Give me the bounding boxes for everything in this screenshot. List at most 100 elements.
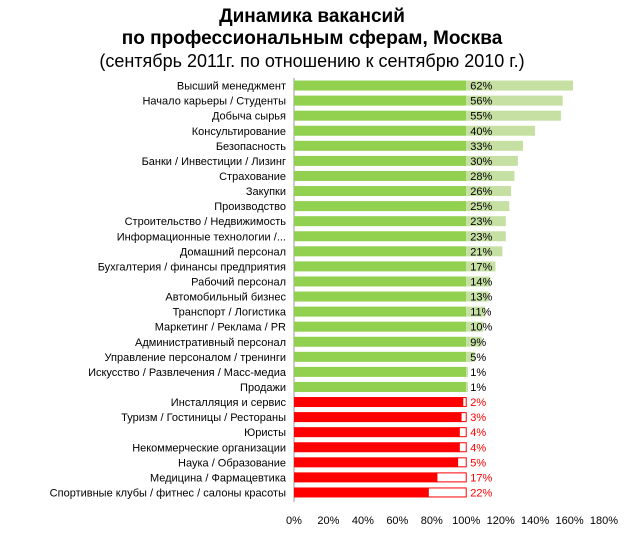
category-label: Спортивные клубы / фитнес / салоны красо… xyxy=(50,487,286,499)
bar-base xyxy=(294,125,467,136)
category-label: Юристы xyxy=(244,427,286,439)
bar-decrease xyxy=(458,442,467,453)
bar-base xyxy=(294,442,460,453)
category-label: Производство xyxy=(214,201,286,213)
category-label: Туризм / Гостиницы / Рестораны xyxy=(121,412,286,424)
bar-increase xyxy=(466,351,475,362)
bar-increase xyxy=(466,246,503,257)
data-label: 30% xyxy=(470,156,492,168)
bar-base xyxy=(294,457,458,468)
bar-increase xyxy=(466,291,489,302)
bar-base xyxy=(294,427,460,438)
bar-decrease xyxy=(462,397,467,408)
data-label: 21% xyxy=(470,246,492,258)
bar-base xyxy=(294,366,467,377)
category-label: Рабочий персонал xyxy=(191,276,286,288)
data-label: 17% xyxy=(470,472,492,484)
category-label: Инсталляция и сервис xyxy=(171,397,287,409)
category-label: Продажи xyxy=(240,382,286,394)
data-label: 17% xyxy=(470,261,492,273)
bar-base xyxy=(294,155,467,166)
data-label: 1% xyxy=(470,367,486,379)
data-label: 5% xyxy=(470,352,486,364)
data-label: 11% xyxy=(470,307,491,319)
x-tick-label: 20% xyxy=(317,515,339,527)
category-label: Некоммерческие организации xyxy=(132,442,286,454)
data-label: 1% xyxy=(470,382,486,394)
category-label: Строительство / Недвижимость xyxy=(125,216,287,228)
bar-base xyxy=(294,246,467,257)
bar-base xyxy=(294,201,467,212)
bar-increase xyxy=(466,170,515,181)
bar-base xyxy=(294,170,467,181)
bar-base xyxy=(294,140,467,151)
x-tick-label: 160% xyxy=(555,515,583,527)
bar-base xyxy=(294,306,467,317)
data-label: 14% xyxy=(470,276,492,288)
bar-base xyxy=(294,487,429,498)
category-label: Начало карьеры / Студенты xyxy=(142,96,286,108)
bar-increase xyxy=(466,366,468,377)
category-label: Искусство / Развлечения / Масс-медиа xyxy=(88,367,287,379)
bar-increase xyxy=(466,186,511,197)
bar-increase xyxy=(466,125,536,136)
bar-increase xyxy=(466,201,510,212)
bar-base xyxy=(294,261,467,272)
bar-decrease xyxy=(427,487,467,498)
data-label: 2% xyxy=(470,397,486,409)
data-label: 4% xyxy=(470,442,486,454)
bar-increase xyxy=(466,276,491,287)
category-label: Медицина / Фармацевтика xyxy=(150,472,287,484)
x-tick-label: 0% xyxy=(286,515,302,527)
category-label: Домашний персонал xyxy=(180,246,286,258)
bar-base xyxy=(294,186,467,197)
x-tick-label: 180% xyxy=(590,515,618,527)
data-label: 56% xyxy=(470,96,492,108)
bar-base xyxy=(294,397,463,408)
category-label: Автомобильный бизнес xyxy=(165,292,286,304)
bar-increase xyxy=(466,95,563,106)
data-label: 23% xyxy=(470,216,492,228)
data-label: 62% xyxy=(470,81,492,93)
bar-increase xyxy=(466,261,496,272)
x-tick-label: 140% xyxy=(521,515,549,527)
bar-increase xyxy=(466,80,573,91)
bar-base xyxy=(294,412,462,423)
category-label: Управление персоналом / тренинги xyxy=(105,352,286,364)
bar-increase xyxy=(466,306,486,317)
bar-increase xyxy=(466,231,506,242)
x-tick-label: 60% xyxy=(386,515,408,527)
data-label: 9% xyxy=(470,337,486,349)
data-label: 33% xyxy=(470,141,492,153)
bar-increase xyxy=(466,336,482,347)
data-label: 26% xyxy=(470,186,492,198)
category-label: Наука / Образование xyxy=(178,457,286,469)
category-label: Высший менеджмент xyxy=(177,81,286,93)
bar-base xyxy=(294,351,467,362)
bar-increase xyxy=(466,321,484,332)
x-tick-label: 120% xyxy=(487,515,515,527)
x-tick-label: 40% xyxy=(352,515,374,527)
bar-decrease xyxy=(436,472,467,483)
category-label: Маркетинг / Реклама / PR xyxy=(155,322,286,334)
bar-base xyxy=(294,321,467,332)
bar-increase xyxy=(466,110,561,121)
data-label: 13% xyxy=(470,292,492,304)
bar-base xyxy=(294,80,467,91)
bar-base xyxy=(294,381,467,392)
bar-decrease xyxy=(460,412,467,423)
data-label: 5% xyxy=(470,457,486,469)
chart-subtitle: (сентябрь 2011г. по отношению к сентябрю… xyxy=(99,51,525,71)
data-label: 22% xyxy=(470,487,492,499)
bar-decrease xyxy=(458,427,467,438)
data-label: 4% xyxy=(470,427,486,439)
chart-title-line-1: Динамика вакансий xyxy=(219,6,405,27)
chart-title-line-2: по профессиональным сферам, Москва xyxy=(121,28,503,49)
data-label: 28% xyxy=(470,171,492,183)
data-label: 55% xyxy=(470,111,492,123)
chart-title-block: Динамика вакансий по профессиональным сф… xyxy=(0,6,624,72)
category-label: Закупки xyxy=(246,186,286,198)
bar-base xyxy=(294,110,467,121)
category-label: Банки / Инвестиции / Лизинг xyxy=(142,156,286,168)
